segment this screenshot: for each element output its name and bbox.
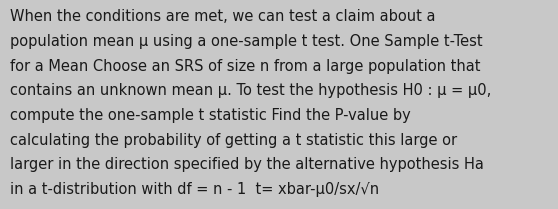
Text: in a t-distribution with df = n - 1  t= xbar-μ0/sx/√n: in a t-distribution with df = n - 1 t= x…	[10, 182, 379, 197]
Text: contains an unknown mean μ. To test the hypothesis H0 : μ = μ0,: contains an unknown mean μ. To test the …	[10, 83, 491, 98]
Text: When the conditions are met, we can test a claim about a: When the conditions are met, we can test…	[10, 9, 436, 24]
Text: larger in the direction specified by the alternative hypothesis Ha: larger in the direction specified by the…	[10, 157, 484, 172]
Text: for a Mean Choose an SRS of size n from a large population that: for a Mean Choose an SRS of size n from …	[10, 59, 480, 74]
Text: calculating the probability of getting a t statistic this large or: calculating the probability of getting a…	[10, 133, 457, 148]
Text: population mean μ using a one-sample t test. One Sample t-Test: population mean μ using a one-sample t t…	[10, 34, 483, 49]
Text: compute the one-sample t statistic Find the P-value by: compute the one-sample t statistic Find …	[10, 108, 411, 123]
